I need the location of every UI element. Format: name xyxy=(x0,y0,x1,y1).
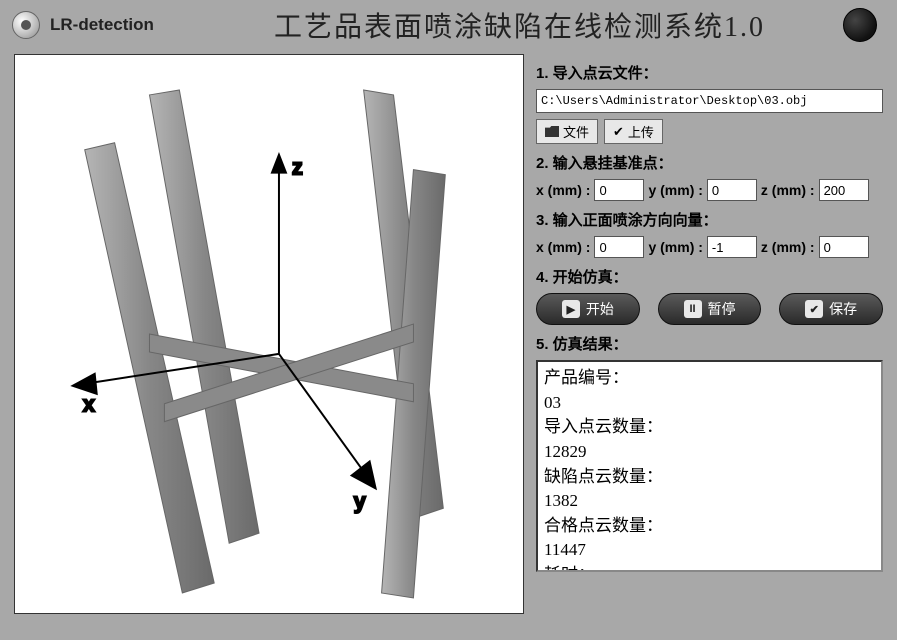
start-button-label: 开始 xyxy=(586,299,614,319)
dir-y-input[interactable] xyxy=(707,236,757,258)
section5-label: 5. 仿真结果： xyxy=(536,333,883,354)
pause-button[interactable]: II 暂停 xyxy=(658,293,762,325)
header-bar: LR-detection 工艺品表面喷涂缺陷在线检测系统1.0 xyxy=(0,0,897,50)
dir-y-label: y (mm) : xyxy=(648,239,702,255)
section3-label: 3. 输入正面喷涂方向向量： xyxy=(536,209,883,230)
section2-label: 2. 输入悬挂基准点： xyxy=(536,152,883,173)
folder-icon xyxy=(545,126,559,137)
pause-icon: II xyxy=(684,300,702,318)
model-render: z x y xyxy=(15,55,523,613)
result-line: 1382 xyxy=(544,489,875,514)
upload-button-label: 上传 xyxy=(628,122,654,141)
result-line: 合格点云数量： xyxy=(544,514,875,539)
logo-icon xyxy=(12,11,40,39)
pause-button-label: 暂停 xyxy=(708,299,736,319)
file-button[interactable]: 文件 xyxy=(536,119,598,144)
ref-z-input[interactable] xyxy=(819,179,869,201)
file-path-input[interactable] xyxy=(536,89,883,113)
start-button[interactable]: ▶ 开始 xyxy=(536,293,640,325)
axis-x-label: x xyxy=(83,392,96,417)
dir-x-input[interactable] xyxy=(594,236,644,258)
dir-z-input[interactable] xyxy=(819,236,869,258)
result-line: 缺陷点云数量： xyxy=(544,465,875,490)
app-title: 工艺品表面喷涂缺陷在线检测系统1.0 xyxy=(154,5,885,45)
section4-label: 4. 开始仿真： xyxy=(536,266,883,287)
ref-y-input[interactable] xyxy=(707,179,757,201)
ref-y-label: y (mm) : xyxy=(648,182,702,198)
save-button[interactable]: ✔ 保存 xyxy=(779,293,883,325)
ref-x-input[interactable] xyxy=(594,179,644,201)
section1-label: 1. 导入点云文件： xyxy=(536,62,883,83)
3d-viewport[interactable]: z x y xyxy=(14,54,524,614)
axis-z-label: z xyxy=(292,155,303,180)
check-icon: ✔ xyxy=(613,125,624,138)
upload-button[interactable]: ✔ 上传 xyxy=(604,119,663,144)
app-name: LR-detection xyxy=(50,15,154,35)
play-icon: ▶ xyxy=(562,300,580,318)
close-button[interactable] xyxy=(843,8,877,42)
ref-z-label: z (mm) : xyxy=(761,182,815,198)
main-area: z x y 1. 导入点云文件： 文件 ✔ 上传 2. 输入悬挂基准点： xyxy=(0,50,897,640)
result-line: 耗时： xyxy=(544,563,875,572)
result-line: 产品编号： xyxy=(544,366,875,391)
dir-x-label: x (mm) : xyxy=(536,239,590,255)
result-line: 03 xyxy=(544,391,875,416)
control-panel: 1. 导入点云文件： 文件 ✔ 上传 2. 输入悬挂基准点： x (mm) : … xyxy=(536,54,883,626)
save-check-icon: ✔ xyxy=(805,300,823,318)
axis-y-label: y xyxy=(354,488,367,513)
dir-z-label: z (mm) : xyxy=(761,239,815,255)
result-line: 12829 xyxy=(544,440,875,465)
save-button-label: 保存 xyxy=(829,299,857,319)
result-line: 11447 xyxy=(544,538,875,563)
ref-x-label: x (mm) : xyxy=(536,182,590,198)
results-textarea[interactable]: 产品编号：03导入点云数量：12829缺陷点云数量：1382合格点云数量：114… xyxy=(536,360,883,572)
result-line: 导入点云数量： xyxy=(544,415,875,440)
file-button-label: 文件 xyxy=(563,122,589,141)
